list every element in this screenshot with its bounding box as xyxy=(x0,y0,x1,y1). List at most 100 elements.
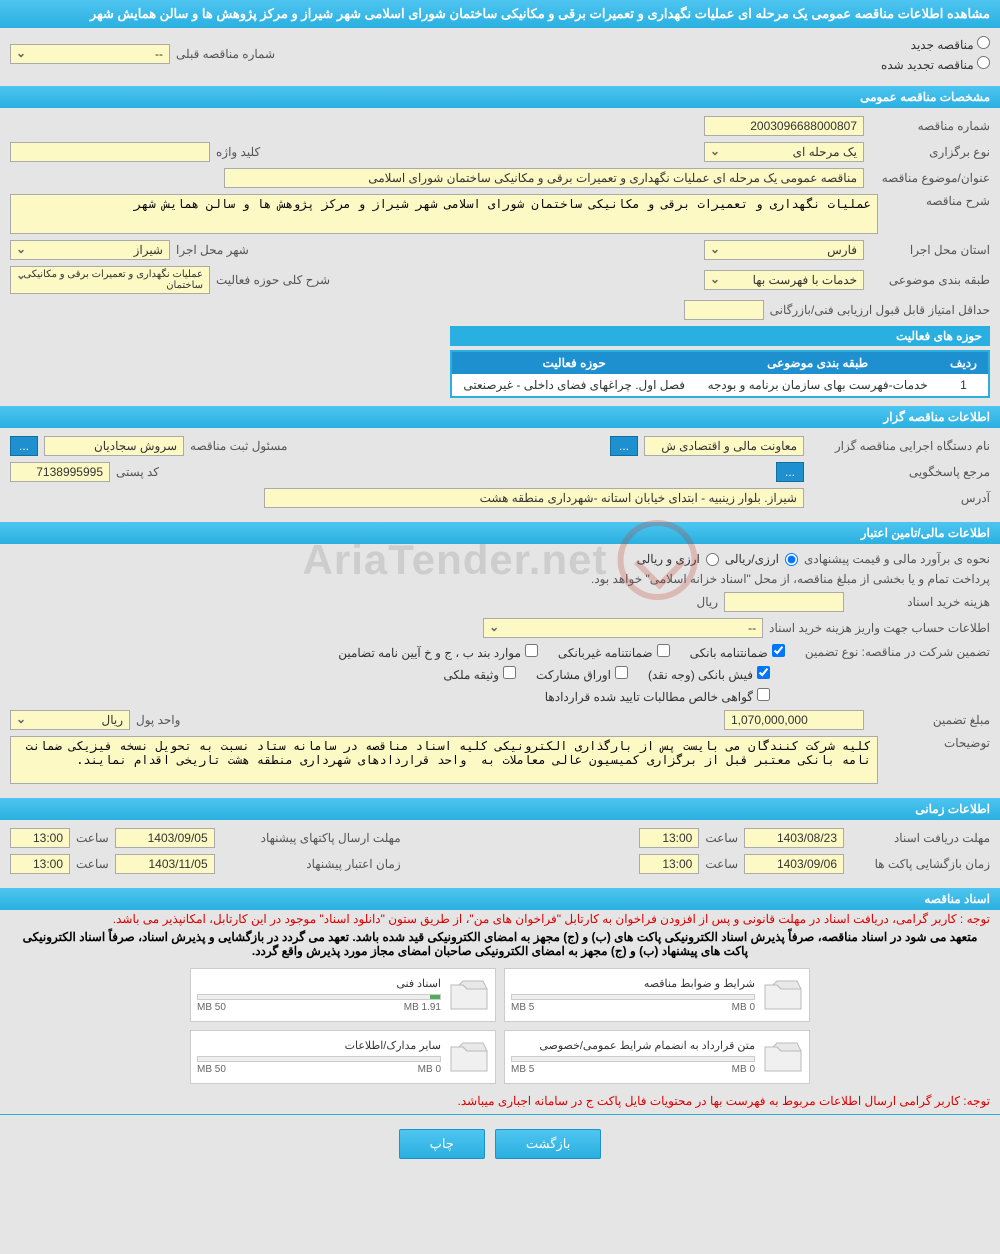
time-word-3: ساعت xyxy=(705,857,738,871)
validity-time[interactable]: 13:00 xyxy=(10,854,70,874)
currency-unit-select[interactable]: ریال xyxy=(10,710,130,730)
folder-icon xyxy=(763,975,803,1015)
bid-deadline-time[interactable]: 13:00 xyxy=(10,828,70,848)
tender-type-block: مناقصه جدید مناقصه تجدید شده شماره مناقص… xyxy=(0,28,1000,86)
chk-items-b-label: موارد بند ب ، ج و خ آیین نامه تضامین xyxy=(338,646,521,660)
doc-progress xyxy=(511,1056,755,1062)
desc-label: شرح مناقصه xyxy=(884,194,990,208)
province-select[interactable]: فارس xyxy=(704,240,864,260)
chk-cash[interactable] xyxy=(757,666,770,679)
title-field[interactable]: مناقصه عمومی یک مرحله ای عملیات نگهداری … xyxy=(224,168,864,188)
explain-textarea[interactable] xyxy=(10,736,878,784)
contact-lookup-button[interactable]: ... xyxy=(776,462,804,482)
doc-cost-label: هزینه خرید اسناد xyxy=(850,595,990,609)
divider xyxy=(0,1114,1000,1115)
activity-table: ردیف طبقه بندی موضوعی حوزه فعالیت 1خدمات… xyxy=(450,350,990,398)
address-field[interactable]: شیراز. بلوار زینبیه - ابتدای خیابان استا… xyxy=(264,488,804,508)
doc-card[interactable]: اسناد فنی 1.91 MB 50 MB xyxy=(190,968,496,1022)
radio-both[interactable] xyxy=(706,553,719,566)
doc-used: 0 MB xyxy=(732,1064,755,1075)
opening-label: زمان بازگشایی پاکت ها xyxy=(850,857,990,871)
chk-receivables[interactable] xyxy=(757,688,770,701)
org-label: نام دستگاه اجرایی مناقصه گزار xyxy=(810,439,990,453)
chk-property-label: وثیقه ملکی xyxy=(443,668,499,682)
doc-cost-field[interactable] xyxy=(724,592,844,612)
col-class: طبقه بندی موضوعی xyxy=(696,351,939,374)
col-row: ردیف xyxy=(939,351,989,374)
radio-renewed-label: مناقصه تجدید شده xyxy=(881,58,974,72)
chk-cash-label: فیش بانکی (وجه نقد) xyxy=(648,668,753,682)
class-select[interactable]: خدمات با فهرست بها xyxy=(704,270,864,290)
doc-progress xyxy=(197,994,441,1000)
section-time-header: اطلاعات زمانی xyxy=(0,798,1000,820)
title-label: عنوان/موضوع مناقصه xyxy=(870,171,990,185)
radio-new-tender[interactable] xyxy=(977,36,990,49)
radio-renewed-tender[interactable] xyxy=(977,56,990,69)
city-select[interactable]: شیراز xyxy=(10,240,170,260)
doc-title: متن قرارداد به انضمام شرایط عمومی/خصوصی xyxy=(511,1039,755,1052)
folder-icon xyxy=(763,1037,803,1077)
city-label: شهر محل اجرا xyxy=(176,243,249,257)
doc-card[interactable]: متن قرارداد به انضمام شرایط عمومی/خصوصی … xyxy=(504,1030,810,1084)
postal-label: کد پستی xyxy=(116,465,159,479)
back-button[interactable]: بازگشت xyxy=(495,1129,601,1159)
bid-deadline-date[interactable]: 1403/09/05 xyxy=(115,828,215,848)
desc-textarea[interactable] xyxy=(10,194,878,234)
print-button[interactable]: چاپ xyxy=(399,1129,485,1159)
time-word-1: ساعت xyxy=(705,831,738,845)
guarantee-amount-label: مبلغ تضمین xyxy=(870,713,990,727)
contact-label: مرجع پاسخگویی xyxy=(810,465,990,479)
radio-rial[interactable] xyxy=(785,553,798,566)
currency-unit-label: واحد پول xyxy=(136,713,180,727)
doc-card[interactable]: سایر مدارک/اطلاعات 0 MB50 MB xyxy=(190,1030,496,1084)
section-docs-header: اسناد مناقصه xyxy=(0,888,1000,910)
opening-date[interactable]: 1403/09/06 xyxy=(744,854,844,874)
doc-used: 1.91 MB xyxy=(404,1002,441,1013)
address-label: آدرس xyxy=(810,491,990,505)
type-select[interactable]: یک مرحله ای xyxy=(704,142,864,162)
doc-deadline-date[interactable]: 1403/08/23 xyxy=(744,828,844,848)
radio-rial-label: ارزی/ریالی xyxy=(725,552,779,566)
account-label: اطلاعات حساب جهت واریز هزینه خرید اسناد xyxy=(769,621,990,635)
registrar-label: مسئول ثبت مناقصه xyxy=(190,439,287,453)
min-score-field[interactable] xyxy=(684,300,764,320)
prev-number-select[interactable]: -- xyxy=(10,44,170,64)
prev-number-label: شماره مناقصه قبلی xyxy=(176,47,275,61)
chk-property[interactable] xyxy=(503,666,516,679)
doc-deadline-time[interactable]: 13:00 xyxy=(639,828,699,848)
guarantee-amount-field[interactable]: 1,070,000,000 xyxy=(724,710,864,730)
validity-date[interactable]: 1403/11/05 xyxy=(115,854,215,874)
tender-no-field: 2003096688000807 xyxy=(704,116,864,136)
account-select[interactable]: -- xyxy=(483,618,763,638)
rial-label: ریال xyxy=(696,595,718,609)
doc-card[interactable]: شرایط و ضوابط مناقصه 0 MB5 MB xyxy=(504,968,810,1022)
chk-nonbank[interactable] xyxy=(657,644,670,657)
doc-max: 50 MB xyxy=(197,1064,226,1075)
bid-deadline-label: مهلت ارسال پاکتهای پیشنهاد xyxy=(221,831,401,845)
min-score-label: حداقل امتیاز قابل قبول ارزیابی فنی/بازرگ… xyxy=(770,303,990,317)
chk-items-b[interactable] xyxy=(525,644,538,657)
scope-select[interactable]: عملیات نگهداری و تعمیرات برقی و مکانیکی … xyxy=(10,266,210,294)
page-title: مشاهده اطلاعات مناقصه عمومی یک مرحله ای … xyxy=(0,0,1000,28)
radio-both-label: ارزی و ریالی xyxy=(637,552,700,566)
chk-bank-guarantee[interactable] xyxy=(772,644,785,657)
docs-notice-2: متعهد می شود در اسناد مناقصه، صرفاً پذیر… xyxy=(0,928,1000,960)
org-field: معاونت مالی و اقتصادی ش xyxy=(644,436,804,456)
doc-title: اسناد فنی xyxy=(197,977,441,990)
chk-receivables-label: گواهی خالص مطالبات تایید شده قراردادها xyxy=(545,690,753,704)
opening-time[interactable]: 13:00 xyxy=(639,854,699,874)
scope-label: شرح کلی حوزه فعالیت xyxy=(216,273,330,287)
doc-max: 50 MB xyxy=(197,1002,226,1013)
doc-title: سایر مدارک/اطلاعات xyxy=(197,1039,441,1052)
chk-nonbank-label: ضمانتنامه غیربانکی xyxy=(558,646,653,660)
org-lookup-button[interactable]: ... xyxy=(610,436,638,456)
doc-progress xyxy=(511,994,755,1000)
table-row: 1خدمات-فهرست بهای سازمان برنامه و بودجهف… xyxy=(451,374,989,397)
registrar-lookup-button[interactable]: ... xyxy=(10,436,38,456)
class-label: طبقه بندی موضوعی xyxy=(870,273,990,287)
chk-bonds[interactable] xyxy=(615,666,628,679)
time-word-4: ساعت xyxy=(76,857,109,871)
folder-icon xyxy=(449,1037,489,1077)
keyword-field[interactable] xyxy=(10,142,210,162)
section-general-body: شماره مناقصه 2003096688000807 نوع برگزار… xyxy=(0,108,1000,406)
